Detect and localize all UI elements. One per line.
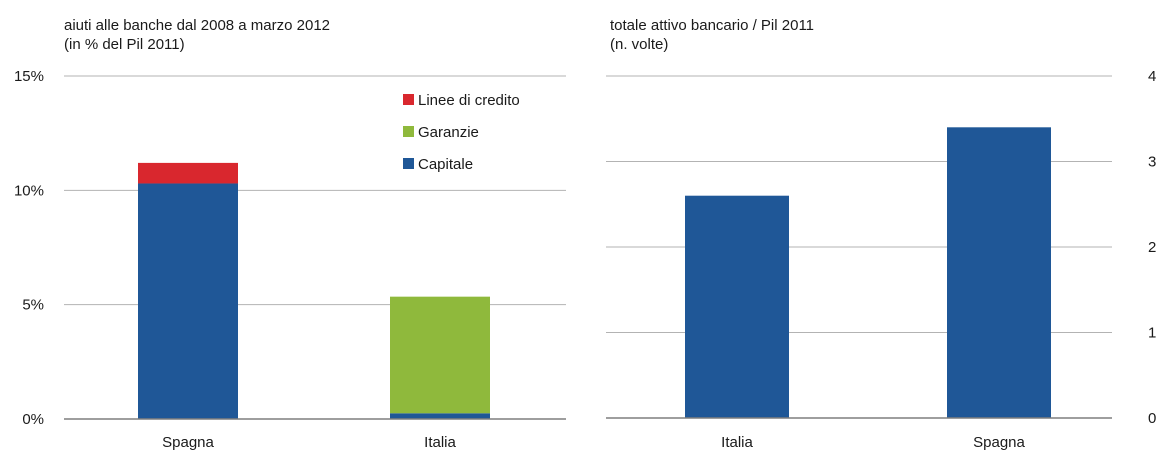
chart1-subtitle: (in % del Pil 2011) bbox=[64, 36, 185, 53]
chart2-title: totale attivo bancario / Pil 2011 bbox=[610, 17, 815, 34]
y-tick-label: 10% bbox=[14, 182, 44, 199]
legend-swatch bbox=[403, 158, 414, 169]
x-tick-label: Italia bbox=[721, 434, 753, 451]
legend-label: Garanzie bbox=[418, 124, 479, 141]
legend-swatch bbox=[403, 126, 414, 137]
bar-italia bbox=[685, 195, 789, 418]
bar-capitale-italia bbox=[390, 413, 490, 419]
legend-swatch bbox=[403, 94, 414, 105]
bar-capitale-spagna bbox=[138, 183, 238, 419]
chart1-title-block: aiuti alle banche dal 2008 a marzo 2012 … bbox=[64, 16, 330, 54]
y-tick-label: 2 bbox=[1148, 239, 1156, 256]
legend-label: Capitale bbox=[418, 156, 473, 173]
x-tick-label: Spagna bbox=[973, 434, 1025, 451]
x-tick-label: Spagna bbox=[162, 434, 214, 451]
chart2-title-block: totale attivo bancario / Pil 2011 (n. vo… bbox=[610, 16, 814, 54]
bar-spagna bbox=[947, 127, 1051, 419]
y-tick-label: 0 bbox=[1148, 410, 1156, 427]
chart1-title: aiuti alle banche dal 2008 a marzo 2012 bbox=[64, 17, 331, 34]
x-tick-label: Italia bbox=[424, 434, 456, 451]
y-tick-label: 5% bbox=[22, 297, 44, 314]
bar-garanzie-italia bbox=[390, 296, 490, 414]
legend-label: Linee di credito bbox=[418, 92, 520, 109]
chart2-subtitle: (n. volte) bbox=[610, 36, 669, 53]
y-tick-label: 3 bbox=[1148, 154, 1156, 171]
y-tick-label: 0% bbox=[22, 411, 44, 428]
bar-linee-di-credito-spagna bbox=[138, 162, 238, 184]
y-tick-label: 4 bbox=[1148, 68, 1156, 85]
y-tick-label: 15% bbox=[14, 68, 44, 85]
y-tick-label: 1 bbox=[1148, 325, 1156, 342]
